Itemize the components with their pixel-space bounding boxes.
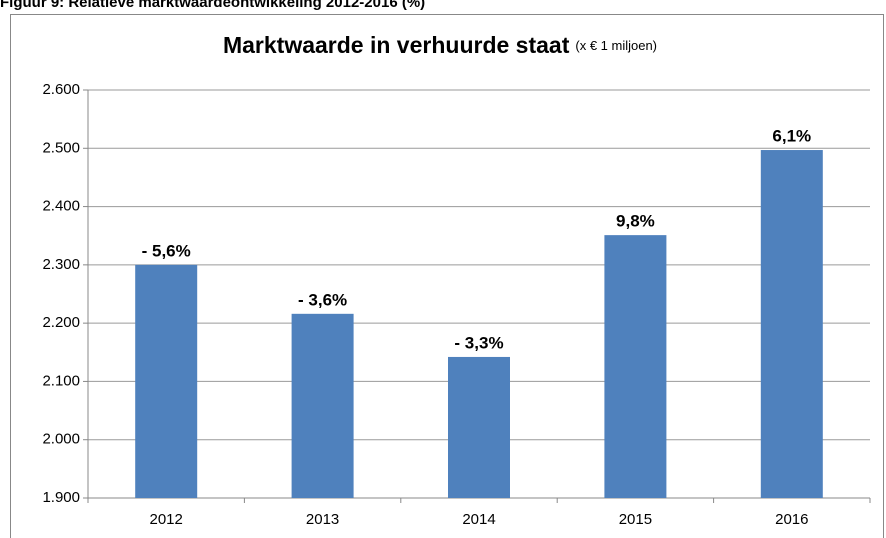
y-tick-label: 1.900 [42, 489, 80, 506]
y-tick-label: 2.600 [42, 81, 80, 98]
bar [448, 356, 510, 498]
y-tick-label: 2.000 [42, 431, 80, 448]
x-tick-label: 2016 [775, 511, 808, 528]
bar [604, 235, 667, 499]
x-tick-label: 2013 [306, 511, 339, 528]
y-tick-label: 2.500 [42, 139, 80, 156]
bar-annotation: 9,8% [616, 212, 655, 231]
x-tick-label: 2015 [619, 511, 652, 528]
y-tick-label: 2.400 [42, 198, 80, 215]
bar-annotation: - 3,3% [454, 333, 503, 352]
x-tick-label: 2012 [150, 511, 183, 528]
x-tick-label: 2014 [462, 511, 495, 528]
chart-frame [10, 14, 884, 538]
bar-annotation: - 3,6% [298, 290, 347, 309]
chart-title-group: Marktwaarde in verhuurde staat (x € 1 mil… [223, 32, 657, 58]
chart-subtitle: (x € 1 miljoen) [575, 38, 657, 53]
caption: Figuur 9: Relatieve marktwaardeontwikkel… [0, 0, 425, 11]
y-tick-label: 2.300 [42, 256, 80, 273]
bar-annotation: 6,1% [772, 127, 811, 146]
bar [291, 313, 354, 498]
chart-title: Marktwaarde in verhuurde staat [223, 32, 570, 58]
y-tick-label: 2.200 [42, 314, 80, 331]
bar-annotation: - 5,6% [142, 241, 191, 260]
bar [760, 150, 823, 498]
y-tick-label: 2.100 [42, 372, 80, 389]
bar [135, 264, 198, 498]
